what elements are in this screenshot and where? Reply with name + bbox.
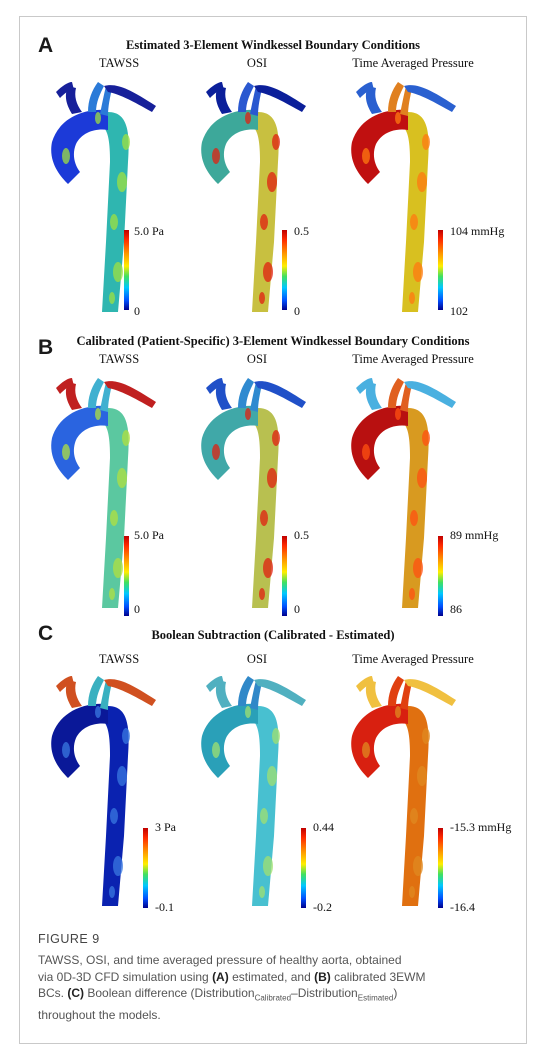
colorbar-max: 3 Pa: [155, 820, 176, 834]
panel-a: A Estimated 3-Element Windkessel Boundar…: [20, 30, 526, 330]
aorta-model-tawss: [51, 378, 156, 608]
panel-letter: A: [38, 34, 54, 57]
colorbar-min: -0.1: [155, 900, 174, 914]
colorbar-min: 86: [450, 602, 462, 616]
column-label-pressure: Time Averaged Pressure: [352, 352, 474, 366]
colorbar-tawss: [124, 230, 129, 310]
colorbar-max: -15.3 mmHg: [450, 820, 512, 834]
colorbar-tawss: [124, 536, 129, 616]
column-label-osi: OSI: [246, 56, 268, 70]
panel-title: Boolean Subtraction (Calibrated - Estima…: [151, 628, 395, 642]
panel-title: Estimated 3-Element Windkessel Boundary …: [125, 38, 421, 52]
colorbar-min: 0: [294, 304, 300, 318]
colorbar-pressure: [438, 536, 443, 616]
aorta-model-osi: [201, 676, 306, 906]
column-label-osi: OSI: [246, 652, 268, 666]
colorbar-min: -0.2: [313, 900, 332, 914]
aorta-model-pressure: [351, 82, 456, 312]
panel-b: B Calibrated (Patient-Specific) 3-Elemen…: [20, 330, 526, 620]
colorbar-min: 102: [450, 304, 468, 318]
colorbar-max: 0.44: [313, 820, 334, 834]
aorta-model-osi: [201, 378, 306, 608]
caption-text: TAWSS, OSI, and time averaged pressure o…: [38, 952, 522, 1023]
panel-c: C Boolean Subtraction (Calibrated - Esti…: [20, 620, 526, 920]
colorbar-min: 0: [134, 602, 140, 616]
figure-frame: [19, 16, 527, 1044]
caption-title: FIGURE 9: [38, 932, 100, 946]
colorbar-max: 104 mmHg: [450, 224, 505, 238]
colorbar-max: 5.0 Pa: [134, 528, 164, 542]
aorta-model-pressure: [351, 378, 456, 608]
colorbar-max: 0.5: [294, 224, 309, 238]
colorbar-max: 5.0 Pa: [134, 224, 164, 238]
colorbar-max: 89 mmHg: [450, 528, 499, 542]
column-label-tawss: TAWSS: [98, 352, 140, 366]
figure-caption: FIGURE 9 TAWSS, OSI, and time averaged p…: [38, 932, 518, 1036]
column-label-tawss: TAWSS: [98, 652, 140, 666]
aorta-model-tawss: [51, 82, 156, 312]
aorta-model-tawss: [51, 676, 156, 906]
colorbar-pressure: [438, 828, 443, 908]
caption-line: throughout the models.: [38, 1007, 161, 1022]
colorbar-osi: [282, 536, 287, 616]
column-label-pressure: Time Averaged Pressure: [352, 652, 474, 666]
panel-letter: C: [38, 622, 54, 645]
colorbar-min: 0: [134, 304, 140, 318]
caption-line: via 0D-3D CFD simulation using (A) estim…: [38, 969, 426, 984]
aorta-model-pressure: [351, 676, 456, 906]
caption-line: TAWSS, OSI, and time averaged pressure o…: [38, 953, 402, 967]
panel-letter: B: [38, 336, 54, 359]
colorbar-tawss: [143, 828, 148, 908]
colorbar-max: 0.5: [294, 528, 309, 542]
panel-title: Calibrated (Patient-Specific) 3-Element …: [76, 334, 470, 348]
column-label-tawss: TAWSS: [98, 56, 140, 70]
colorbar-pressure: [438, 230, 443, 310]
caption-line: BCs. (C) Boolean difference (Distributio…: [38, 986, 398, 1003]
colorbar-osi: [282, 230, 287, 310]
aorta-model-osi: [201, 82, 306, 312]
colorbar-min: -16.4: [450, 900, 475, 914]
column-label-pressure: Time Averaged Pressure: [352, 56, 474, 70]
column-label-osi: OSI: [246, 352, 268, 366]
colorbar-osi: [301, 828, 306, 908]
colorbar-min: 0: [294, 602, 300, 616]
